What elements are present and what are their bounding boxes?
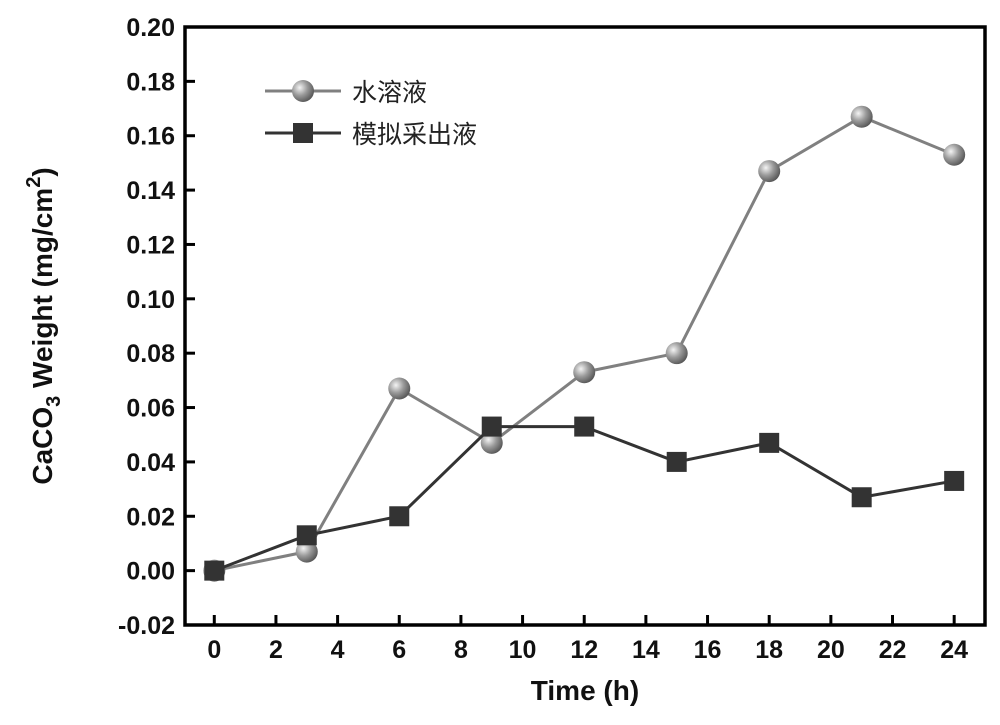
x-tick-label: 10 — [509, 636, 537, 664]
data-point — [388, 377, 411, 400]
data-point — [481, 416, 502, 437]
series-line — [213, 425, 955, 573]
y-tick-label: 0.04 — [126, 449, 175, 477]
y-tick-label: 0.00 — [126, 558, 175, 586]
series-simulated — [204, 416, 965, 581]
series-water — [203, 105, 966, 582]
x-tick-label: 22 — [879, 636, 907, 664]
x-tick-label: 24 — [940, 636, 968, 664]
y-tick-label: 0.02 — [126, 503, 175, 531]
x-tick-label: 8 — [454, 636, 468, 664]
y-tick-label: 0.08 — [126, 340, 175, 368]
y-tick-label: 0.14 — [126, 177, 175, 205]
y-tick-label: 0.20 — [126, 14, 175, 42]
x-tick-label: 2 — [269, 636, 283, 664]
data-point — [666, 451, 687, 472]
y-tick-label: 0.06 — [126, 395, 175, 423]
data-point — [850, 105, 873, 128]
data-point — [759, 432, 780, 453]
series-line — [213, 115, 955, 573]
data-point — [574, 416, 595, 437]
y-tick-label: 0.18 — [126, 68, 175, 96]
data-point — [758, 160, 781, 183]
legend-label-water: 水溶液 — [352, 78, 427, 107]
x-tick-label: 4 — [331, 636, 345, 664]
data-point — [944, 470, 965, 491]
y-tick-label: 0.12 — [126, 231, 175, 259]
x-tick-label: 20 — [817, 636, 845, 664]
y-axis-label: CaCO3 Weight (mg/cm2) — [23, 167, 65, 484]
y-tick-label: 0.16 — [126, 123, 175, 151]
data-point — [665, 342, 688, 365]
x-tick-label: 12 — [570, 636, 598, 664]
data-point — [943, 143, 966, 166]
data-point — [389, 506, 410, 527]
x-tick-label: 6 — [392, 636, 406, 664]
data-point — [480, 431, 503, 454]
y-tick-label: 0.10 — [126, 286, 175, 314]
x-tick-label: 18 — [755, 636, 783, 664]
x-tick-label: 0 — [207, 636, 221, 664]
data-point — [295, 540, 318, 563]
data-point — [204, 560, 225, 581]
legend-label-simulated: 模拟采出液 — [352, 120, 477, 149]
x-tick-label: 16 — [694, 636, 722, 664]
data-point — [573, 361, 596, 384]
legend-marker-simulated — [293, 123, 313, 143]
x-axis-label: Time (h) — [531, 675, 639, 706]
data-point — [296, 525, 317, 546]
legend: 水溶液 模拟采出液 — [265, 78, 477, 149]
data-point — [851, 487, 872, 508]
x-tick-label: 14 — [632, 636, 660, 664]
legend-marker-water — [292, 80, 314, 102]
y-tick-label: -0.02 — [118, 612, 175, 640]
